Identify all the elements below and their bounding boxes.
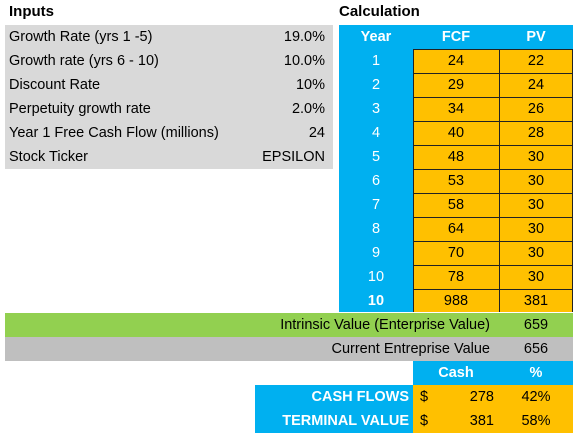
fcf-pv-body — [413, 49, 573, 312]
cash-row-label: TERMINAL VALUE — [282, 413, 409, 429]
year-cell: 9 — [371, 245, 381, 261]
input-label: Growth rate (yrs 6 - 10) — [9, 53, 159, 69]
year-cell: 10 — [367, 293, 385, 309]
current-enterprise-value-row — [5, 337, 573, 361]
year-cell: 7 — [371, 197, 381, 213]
cash-labels-bg — [255, 385, 413, 433]
input-row: Growth Rate (yrs 1 -5) 19.0% — [5, 25, 333, 49]
year-cell: 2 — [371, 77, 381, 93]
year-cell: 8 — [371, 221, 381, 237]
input-row: Year 1 Free Cash Flow (millions) 24 — [5, 121, 333, 145]
input-row: Perpetuity growth rate 2.0% — [5, 97, 333, 121]
fcf-cell: 78 — [447, 269, 465, 285]
currency-symbol: $ — [420, 389, 429, 405]
cash-amount: 381 — [469, 413, 494, 429]
pv-cell: 22 — [527, 53, 545, 69]
year-cell: 10 — [367, 269, 385, 285]
pv-cell: 30 — [527, 269, 545, 285]
input-value[interactable]: 19.0% — [283, 29, 325, 45]
fcf-cell: 53 — [447, 173, 465, 189]
input-label: Discount Rate — [9, 77, 101, 93]
pct-header: % — [529, 365, 543, 381]
pv-cell: 28 — [527, 125, 545, 141]
current-enterprise-value: 656 — [523, 341, 549, 357]
pv-cell: 30 — [527, 221, 545, 237]
input-value[interactable]: 10% — [295, 77, 325, 93]
input-row: Growth rate (yrs 6 - 10) 10.0% — [5, 49, 333, 73]
grid-line — [413, 49, 573, 50]
fcf-cell: 48 — [447, 149, 465, 165]
currency-symbol: $ — [420, 413, 429, 429]
grid-line — [572, 49, 573, 312]
fcf-cell: 988 — [443, 293, 469, 309]
fcf-cell: 64 — [447, 221, 465, 237]
input-label: Year 1 Free Cash Flow (millions) — [9, 125, 219, 141]
pv-cell: 30 — [527, 245, 545, 261]
grid-line — [413, 145, 573, 146]
fcf-header: FCF — [441, 29, 471, 45]
input-value[interactable]: 10.0% — [283, 53, 325, 69]
grid-line — [413, 97, 573, 98]
current-enterprise-value-label: Current Entreprise Value — [331, 341, 490, 357]
grid-line — [413, 265, 573, 266]
input-value[interactable]: 24 — [308, 125, 325, 141]
pv-cell: 26 — [527, 101, 545, 117]
cash-header: Cash — [438, 365, 474, 381]
cash-header-bg — [413, 361, 573, 385]
intrinsic-value: 659 — [523, 317, 549, 333]
grid-line — [413, 49, 414, 312]
intrinsic-value-row — [5, 313, 573, 337]
fcf-cell: 70 — [447, 245, 465, 261]
grid-line — [413, 193, 573, 194]
pv-cell: 381 — [523, 293, 549, 309]
pv-cell: 30 — [527, 173, 545, 189]
fcf-pv-header-bg — [413, 25, 573, 49]
inputs-panel — [5, 25, 333, 169]
input-label: Growth Rate (yrs 1 -5) — [9, 29, 153, 45]
calculation-title: Calculation — [339, 3, 420, 20]
year-cell: 1 — [371, 53, 381, 69]
pv-cell: 30 — [527, 197, 545, 213]
fcf-cell: 24 — [447, 53, 465, 69]
pv-cell: 24 — [527, 77, 545, 93]
cash-amount: 278 — [469, 389, 494, 405]
fcf-cell: 40 — [447, 125, 465, 141]
grid-line — [413, 217, 573, 218]
input-value[interactable]: EPSILON — [262, 149, 325, 165]
grid-line — [413, 121, 573, 122]
cash-percent: 58% — [521, 413, 551, 429]
grid-line — [413, 241, 573, 242]
input-label: Stock Ticker — [9, 149, 88, 165]
year-header: Year — [360, 29, 392, 45]
pv-header: PV — [526, 29, 546, 45]
input-value[interactable]: 2.0% — [291, 101, 325, 117]
inputs-title: Inputs — [9, 3, 54, 20]
cash-values-bg — [413, 385, 573, 433]
cash-row-label: CASH FLOWS — [311, 389, 409, 405]
pv-cell: 30 — [527, 149, 545, 165]
year-cell: 4 — [371, 125, 381, 141]
fcf-cell: 29 — [447, 77, 465, 93]
year-cell: 5 — [371, 149, 381, 165]
input-row: Discount Rate 10% — [5, 73, 333, 97]
year-column — [339, 25, 413, 312]
grid-line — [499, 49, 500, 312]
year-cell: 3 — [371, 101, 381, 117]
intrinsic-value-label: Intrinsic Value (Enterprise Value) — [280, 317, 490, 333]
fcf-cell: 58 — [447, 197, 465, 213]
input-label: Perpetuity growth rate — [9, 101, 151, 117]
year-cell: 6 — [371, 173, 381, 189]
fcf-cell: 34 — [447, 101, 465, 117]
grid-line — [413, 73, 573, 74]
grid-line — [413, 169, 573, 170]
input-row: Stock Ticker EPSILON — [5, 145, 333, 169]
grid-line — [413, 289, 573, 290]
cash-percent: 42% — [521, 389, 551, 405]
